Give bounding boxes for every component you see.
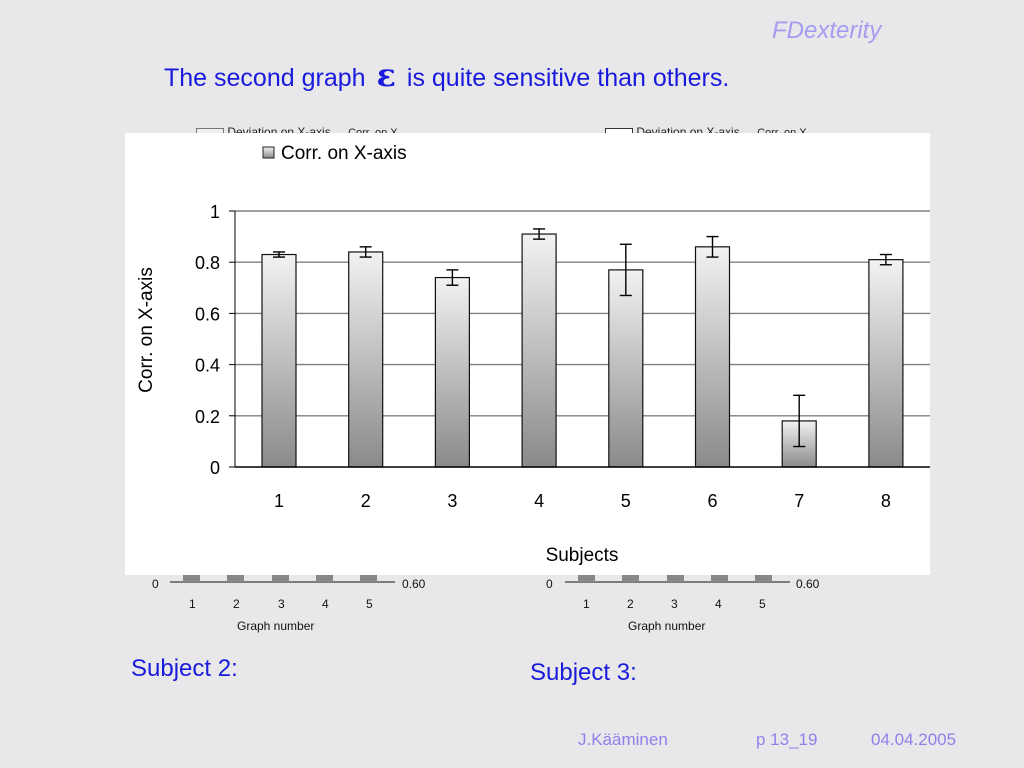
bg-x-tick: 5	[759, 597, 766, 611]
x-tick-label: 1	[274, 491, 284, 511]
bg-x-tick: 2	[233, 597, 240, 611]
bg-xlabel: Graph number	[237, 619, 315, 633]
bg-x-tick: 5	[366, 597, 373, 611]
bar	[261, 253, 297, 468]
bg-y-left-min: 0	[152, 577, 159, 591]
bg-x-tick: 1	[583, 597, 590, 611]
x-tick-label: 6	[707, 491, 717, 511]
bg-x-tick: 2	[627, 597, 634, 611]
y-tick-label: 0.2	[195, 407, 220, 427]
bg-x-tick: 4	[322, 597, 329, 611]
y-tick-label: 0.4	[195, 356, 220, 376]
bg-x-tick: 4	[715, 597, 722, 611]
title-text-after: is quite sensitive than others.	[406, 64, 730, 92]
bg-xlabel: Graph number	[628, 619, 706, 633]
bar	[521, 233, 557, 468]
footer-date: 04.04.2005	[871, 730, 957, 749]
y-tick-label: 0	[210, 458, 220, 478]
y-axis-label: Corr. on X-axis	[136, 267, 157, 393]
footer-page: p 13_19	[756, 730, 818, 749]
x-tick-label: 7	[794, 491, 804, 511]
brand-label: FDexterity	[772, 17, 882, 44]
epsilon-symbol: ε	[376, 56, 396, 94]
legend-swatch	[262, 146, 275, 159]
x-tick-label: 8	[881, 491, 891, 511]
legend-label: Corr. on X-axis	[281, 143, 407, 164]
x-tick-label: 2	[361, 491, 371, 511]
bar	[348, 251, 384, 468]
subject-3-caption: Subject 3:	[530, 659, 637, 686]
x-tick-label: 4	[534, 491, 544, 511]
x-tick-label: 5	[621, 491, 631, 511]
bg-y-right-min: 0.60	[402, 577, 426, 591]
y-tick-label: 0.8	[195, 253, 220, 273]
chart-legend: Corr. on X-axis	[262, 143, 407, 164]
footer-author: J.Kääminen	[578, 730, 668, 749]
x-axis-label: Subjects	[546, 545, 619, 566]
bg-x-tick: 1	[189, 597, 196, 611]
bar	[694, 246, 731, 468]
bar	[868, 259, 904, 468]
bg-x-tick: 3	[278, 597, 285, 611]
bg-y-left-min: 0	[546, 577, 553, 591]
y-tick-label: 0.6	[195, 304, 220, 324]
title-text-before: The second graph	[164, 64, 366, 92]
bg-x-tick: 3	[671, 597, 678, 611]
y-tick-label: 1	[210, 202, 220, 222]
bg-y-right-min: 0.60	[796, 577, 820, 591]
bg-axis-left	[170, 573, 395, 583]
bar	[608, 269, 644, 468]
bg-axis-right	[565, 573, 790, 583]
subject-2-caption: Subject 2:	[131, 655, 238, 682]
bar	[434, 276, 470, 468]
x-tick-label: 3	[447, 491, 457, 511]
slide-title: The second graph ε is quite sensitive th…	[164, 56, 729, 94]
